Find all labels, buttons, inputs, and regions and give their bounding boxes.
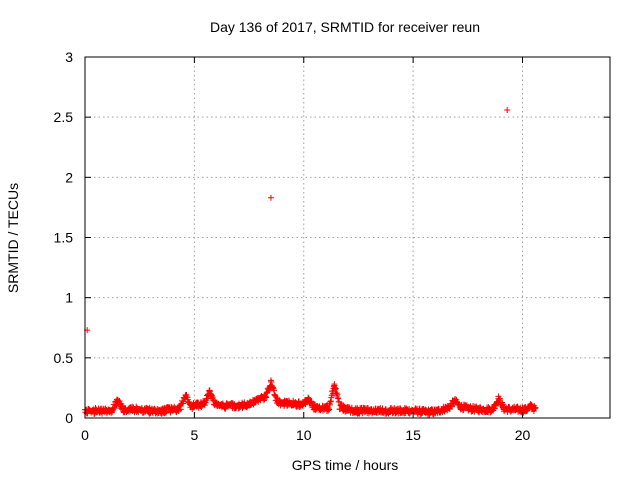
y-tick-label: 0.5 — [54, 350, 74, 366]
data-point-spike — [114, 396, 121, 403]
y-axis-label: SRMTID / TECUs — [5, 183, 21, 293]
x-tick-label: 5 — [190, 427, 198, 443]
data-points — [82, 106, 539, 418]
x-tick-label: 10 — [296, 427, 312, 443]
y-tick-label: 1 — [65, 290, 73, 306]
y-tick-labels: 0 0.5 1 1.5 2 2.5 3 — [54, 49, 74, 426]
data-point-spike — [206, 388, 213, 395]
x-tick-labels: 0 5 10 15 20 — [81, 427, 530, 443]
y-tick-label: 0 — [65, 410, 73, 426]
data-point-spike — [495, 395, 502, 402]
x-tick-label: 15 — [405, 427, 421, 443]
data-point — [460, 406, 467, 413]
data-point — [326, 406, 333, 413]
data-point — [177, 406, 184, 413]
y-tick-label: 2.5 — [54, 109, 74, 125]
data-point-spike — [305, 396, 312, 403]
y-tick-label: 2 — [65, 169, 73, 185]
data-point-spike — [331, 382, 338, 389]
data-point — [260, 397, 267, 404]
data-point-spike — [451, 398, 458, 405]
x-axis-label: GPS time / hours — [292, 457, 399, 473]
x-tick-label: 0 — [81, 427, 89, 443]
data-point-outlier — [504, 106, 511, 113]
x-tick-label: 20 — [515, 427, 531, 443]
data-point — [111, 405, 118, 412]
data-point — [449, 403, 456, 410]
chart-title: Day 136 of 2017, SRMTID for receiver reu… — [210, 19, 480, 35]
y-tick-label: 1.5 — [54, 230, 74, 246]
axis-ticks — [84, 56, 610, 419]
y-tick-label: 3 — [65, 49, 73, 65]
data-point-spike — [528, 402, 535, 409]
data-point-spike — [267, 378, 274, 385]
data-point-spike — [182, 392, 189, 399]
grid-lines — [85, 57, 610, 418]
data-point — [336, 398, 343, 405]
data-point — [532, 404, 539, 411]
data-point-outlier — [267, 194, 274, 201]
